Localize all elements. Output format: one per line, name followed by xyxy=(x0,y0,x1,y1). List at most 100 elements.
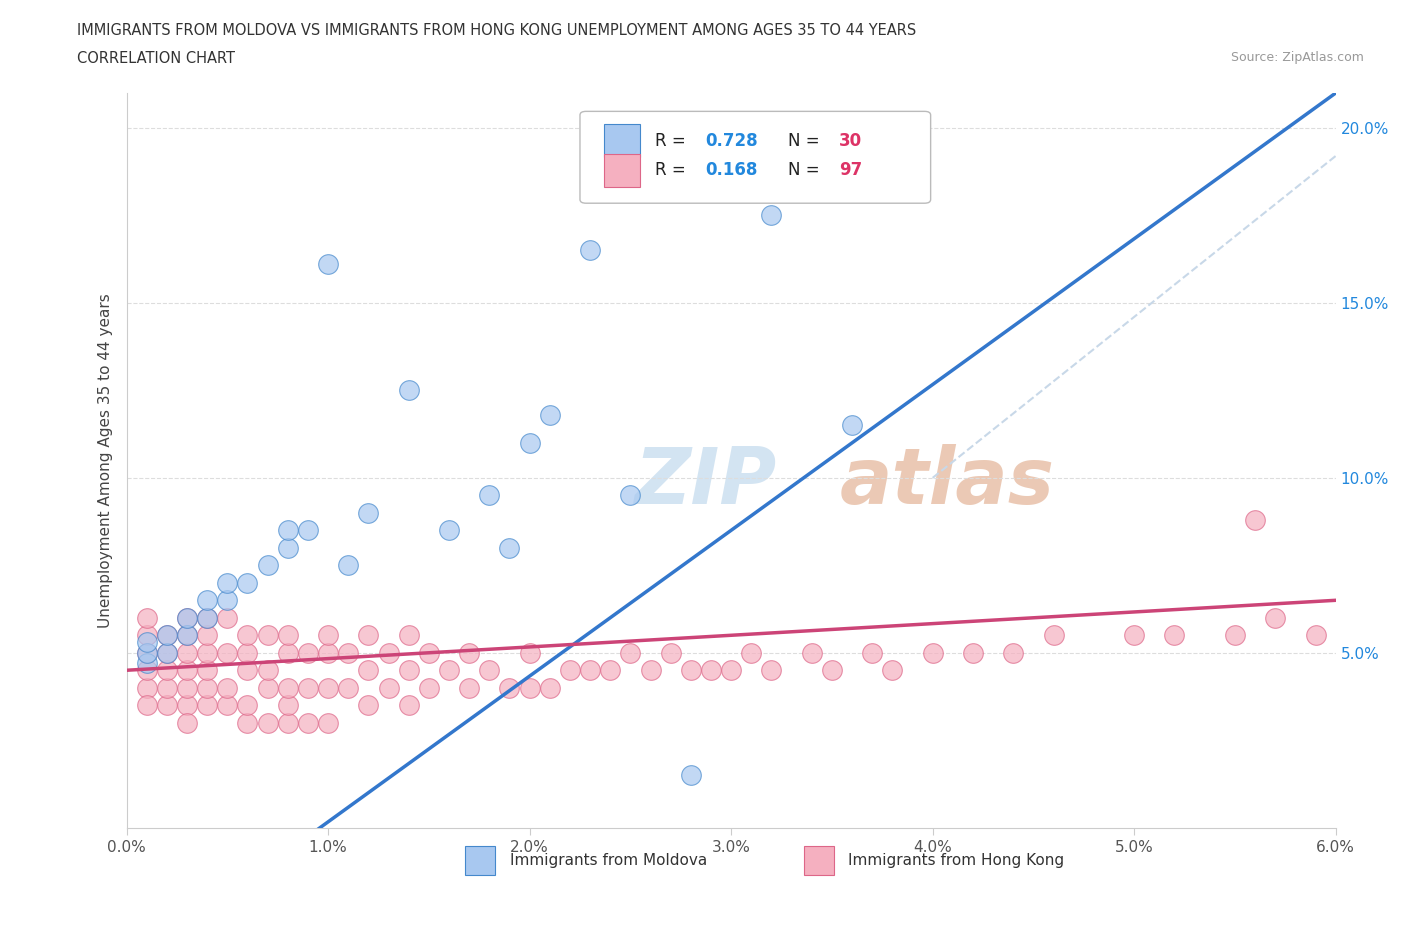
Point xyxy=(679,663,702,678)
Text: N =: N = xyxy=(787,161,825,179)
Point xyxy=(156,681,179,696)
Text: R =: R = xyxy=(655,132,690,150)
Point xyxy=(176,628,198,643)
Point xyxy=(1123,628,1146,643)
Text: ZIP: ZIP xyxy=(634,445,776,521)
Point xyxy=(316,645,339,660)
FancyBboxPatch shape xyxy=(605,125,641,157)
Point xyxy=(217,592,239,607)
Point xyxy=(256,628,278,643)
Point xyxy=(437,663,460,678)
Point xyxy=(217,698,239,712)
Text: Immigrants from Hong Kong: Immigrants from Hong Kong xyxy=(848,853,1064,869)
Point xyxy=(195,681,218,696)
Text: 97: 97 xyxy=(839,161,862,179)
Point xyxy=(357,698,380,712)
Point xyxy=(398,698,420,712)
Point xyxy=(458,645,481,660)
Point xyxy=(558,663,581,678)
Point xyxy=(236,628,259,643)
Point xyxy=(599,663,621,678)
Point xyxy=(176,715,198,730)
Text: 0.168: 0.168 xyxy=(706,161,758,179)
Point xyxy=(498,540,520,555)
Point xyxy=(256,663,278,678)
Point xyxy=(176,698,198,712)
Point xyxy=(135,610,157,625)
Point xyxy=(195,645,218,660)
Point xyxy=(398,383,420,398)
Point xyxy=(316,681,339,696)
Point xyxy=(236,698,259,712)
Point xyxy=(277,523,299,538)
Point xyxy=(498,681,520,696)
Point xyxy=(478,663,501,678)
Point xyxy=(377,645,399,660)
Point xyxy=(418,681,440,696)
Point xyxy=(195,628,218,643)
Point xyxy=(277,681,299,696)
Point xyxy=(297,523,319,538)
Point xyxy=(156,645,179,660)
Point xyxy=(921,645,943,660)
Text: IMMIGRANTS FROM MOLDOVA VS IMMIGRANTS FROM HONG KONG UNEMPLOYMENT AMONG AGES 35 : IMMIGRANTS FROM MOLDOVA VS IMMIGRANTS FR… xyxy=(77,23,917,38)
Point xyxy=(579,663,602,678)
Point xyxy=(398,628,420,643)
Point xyxy=(277,540,299,555)
Point xyxy=(277,645,299,660)
Point xyxy=(156,645,179,660)
Y-axis label: Unemployment Among Ages 35 to 44 years: Unemployment Among Ages 35 to 44 years xyxy=(97,293,112,628)
Point xyxy=(761,208,783,223)
Point xyxy=(740,645,762,660)
Point xyxy=(579,243,602,258)
FancyBboxPatch shape xyxy=(465,846,495,875)
FancyBboxPatch shape xyxy=(605,153,641,187)
Point xyxy=(316,257,339,272)
Point xyxy=(217,576,239,591)
Point xyxy=(437,523,460,538)
Point xyxy=(659,645,682,660)
Point xyxy=(256,681,278,696)
Point xyxy=(398,663,420,678)
Point xyxy=(176,645,198,660)
Point xyxy=(156,628,179,643)
Text: 30: 30 xyxy=(839,132,862,150)
Point xyxy=(135,645,157,660)
Point xyxy=(860,645,883,660)
Point xyxy=(640,663,662,678)
Point xyxy=(135,628,157,643)
Point xyxy=(195,592,218,607)
Point xyxy=(135,681,157,696)
Point xyxy=(800,645,823,660)
Point xyxy=(277,715,299,730)
Point xyxy=(256,558,278,573)
Point xyxy=(1244,512,1267,527)
Point xyxy=(1223,628,1246,643)
Point xyxy=(538,407,561,422)
Point xyxy=(478,488,501,503)
Point xyxy=(195,610,218,625)
Point xyxy=(1042,628,1064,643)
FancyBboxPatch shape xyxy=(581,112,931,204)
Point xyxy=(357,505,380,520)
Point xyxy=(519,645,541,660)
Point xyxy=(337,681,360,696)
Point xyxy=(135,656,157,671)
Point xyxy=(377,681,399,696)
Text: atlas: atlas xyxy=(839,445,1054,521)
FancyBboxPatch shape xyxy=(804,846,834,875)
Point xyxy=(156,698,179,712)
Point xyxy=(135,645,157,660)
Point xyxy=(176,610,198,625)
Point xyxy=(357,628,380,643)
Point xyxy=(277,628,299,643)
Point xyxy=(519,681,541,696)
Point xyxy=(297,681,319,696)
Point xyxy=(882,663,904,678)
Point xyxy=(316,715,339,730)
Text: R =: R = xyxy=(655,161,690,179)
Point xyxy=(176,628,198,643)
Point xyxy=(176,663,198,678)
Point xyxy=(236,645,259,660)
Point xyxy=(1305,628,1327,643)
